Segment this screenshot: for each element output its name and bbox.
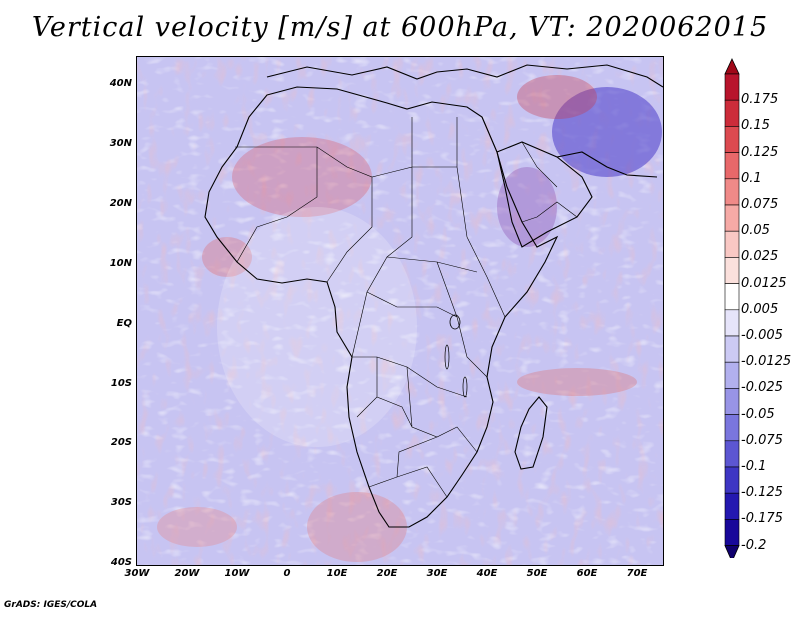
colorbar-swatch [724, 126, 740, 153]
map-panel [136, 56, 664, 566]
colorbar-level-label: 0.025 [741, 249, 779, 265]
colorbar-level-label: -0.005 [741, 328, 783, 343]
colorbar-swatch [724, 230, 740, 258]
colorbar-swatch [724, 414, 740, 442]
south-ocean-ascent [307, 492, 407, 562]
south-atlantic-band [157, 507, 237, 547]
colorbar-level-label: 0.15 [741, 118, 770, 134]
colorbar-level-label: 0.005 [741, 301, 779, 317]
colorbar-top-arrow [724, 58, 740, 75]
guinea-ascent-region [202, 237, 252, 277]
footer-credit: GrADS: IGES/COLA [4, 600, 98, 610]
colorbar-level-label: -0.125 [741, 485, 783, 501]
colorbar-level-label: -0.025 [741, 380, 783, 396]
sahara-ascent-region [232, 137, 372, 217]
colorbar-swatch [724, 283, 740, 311]
iran-coastline [556, 151, 658, 178]
lake-malawi [462, 376, 468, 398]
colorbar-swatch [724, 388, 740, 415]
colorbar-swatch [724, 204, 740, 232]
colorbar-level-label: -0.1 [741, 459, 767, 474]
iran-descent-region [552, 87, 662, 177]
colorbar-level-label: -0.05 [741, 406, 775, 422]
lat-label: 20N [109, 198, 132, 209]
red-sea-coastline [481, 116, 498, 153]
colorbar-swatch [724, 152, 740, 180]
colorbar-swatch [724, 440, 740, 468]
colorbar [724, 58, 740, 558]
colorbar-swatch [724, 73, 740, 101]
country-borders [235, 117, 578, 498]
lat-label: 10S [110, 378, 132, 389]
lat-label: EQ [116, 318, 132, 329]
colorbar-swatch [724, 335, 740, 363]
lon-label: 30W [124, 568, 150, 579]
chart-title: Vertical velocity [m/s] at 600hPa, VT: 2… [31, 12, 769, 43]
lat-label: 40N [109, 78, 132, 89]
indian-ocean-band [517, 368, 637, 396]
colorbar-swatch [724, 361, 740, 389]
colorbar-swatch [724, 466, 740, 494]
colorbar-level-label: -0.0125 [741, 354, 792, 370]
colorbar-swatch [724, 519, 740, 546]
lat-label: 30S [110, 497, 132, 508]
lake-tanganyika [444, 344, 450, 370]
lat-label: 20S [110, 437, 132, 448]
colorbar-level-label: 0.125 [741, 144, 779, 160]
colorbar-level-label: 0.175 [741, 92, 779, 108]
lake-victoria [449, 314, 461, 330]
lon-label: 30E [426, 568, 448, 579]
velocity-field-map [137, 57, 663, 565]
colorbar-level-label: -0.2 [741, 537, 767, 553]
colorbar-level-label: 0.05 [741, 223, 770, 239]
colorbar-swatch [724, 492, 740, 520]
lon-label: 10W [224, 568, 250, 579]
madagascar-coastline [514, 396, 548, 470]
colorbar-swatch [724, 309, 740, 337]
lon-label: 10E [326, 568, 348, 579]
colorbar-level-label: -0.175 [741, 511, 783, 527]
turkey-ascent-region [517, 75, 597, 119]
colorbar-swatch [724, 257, 740, 284]
lon-label: 20E [376, 568, 398, 579]
colorbar-level-label: 0.1 [741, 170, 762, 186]
arabia-mixed-region [497, 167, 557, 247]
colorbar-bottom-arrow [724, 545, 740, 558]
lon-label: 20W [174, 568, 200, 579]
lat-label: 30N [109, 138, 132, 149]
lat-label: 40S [110, 557, 132, 568]
lon-label: 0 [283, 568, 291, 579]
colorbar-level-label: 0.0125 [741, 275, 787, 291]
lon-label: 50E [526, 568, 548, 579]
europe-coastline [266, 64, 663, 88]
lon-label: 40E [476, 568, 498, 579]
central-africa-light [217, 207, 417, 447]
lat-label: 10N [109, 258, 132, 269]
colorbar-level-label: 0.075 [741, 197, 779, 212]
colorbar-swatch [724, 178, 740, 206]
colorbar-level-label: -0.075 [741, 432, 783, 448]
colorbar-swatch [724, 99, 740, 127]
lon-label: 70E [626, 568, 648, 579]
lon-label: 60E [576, 568, 598, 579]
